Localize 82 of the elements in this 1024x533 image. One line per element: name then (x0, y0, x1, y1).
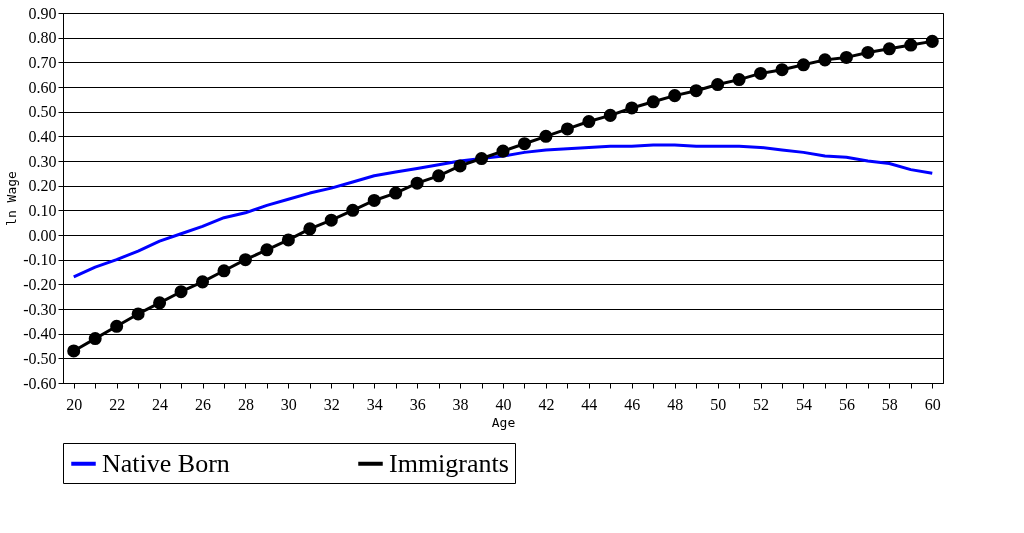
x-tick-label: 60 (924, 395, 941, 413)
point (754, 66, 768, 80)
x-tick-label: 24 (152, 395, 169, 413)
y-tick-label: -0.20 (23, 275, 57, 293)
point (238, 253, 252, 267)
point (153, 296, 167, 310)
point (925, 34, 939, 48)
point (539, 129, 553, 143)
x-tick-label: 32 (323, 395, 340, 413)
y-tick-label: 0.40 (28, 127, 57, 145)
point (904, 38, 918, 52)
y-tick-label: 0.10 (28, 201, 57, 219)
point (195, 275, 210, 289)
point (646, 95, 660, 109)
point (625, 101, 639, 115)
y-tick-label: 0.80 (28, 29, 57, 47)
x-tick-label: 54 (795, 395, 812, 413)
y-tick-label: -0.50 (23, 349, 57, 367)
x-tick-label: 34 (366, 395, 383, 413)
point (67, 344, 81, 358)
point (711, 78, 725, 92)
point (732, 73, 746, 87)
x-tick-label: 48 (667, 395, 684, 413)
legend-label: Immigrants (389, 448, 509, 478)
x-tick-label: 44 (581, 395, 598, 413)
x-tick-label: 50 (710, 395, 727, 413)
point (303, 222, 317, 236)
y-tick-label: 0.00 (28, 226, 57, 244)
x-tick-label: 36 (409, 395, 426, 413)
x-tick-label: 38 (452, 395, 469, 413)
point (260, 243, 274, 257)
y-tick-label: 0.20 (28, 177, 57, 195)
y-tick-label: -0.30 (23, 300, 57, 318)
legend-label: Native Born (102, 448, 230, 478)
point (432, 169, 446, 183)
point (324, 213, 338, 227)
point (689, 84, 703, 98)
y-tick-label: 0.30 (28, 152, 57, 170)
point (453, 159, 467, 173)
point (839, 50, 853, 64)
x-axis-title: Age (491, 414, 516, 430)
point (603, 108, 617, 122)
x-tick-label: 46 (624, 395, 641, 413)
point (861, 45, 875, 59)
y-tick-label: 0.60 (28, 78, 57, 96)
x-tick-label: 26 (195, 395, 212, 413)
point (496, 144, 510, 158)
x-tick-label: 20 (66, 395, 83, 413)
x-tick-label: 58 (881, 395, 898, 413)
x-tick-label: 28 (237, 395, 254, 413)
y-tick-label: 0.90 (28, 4, 57, 22)
y-tick-label: -0.60 (23, 374, 57, 392)
point (281, 233, 295, 247)
x-tick-label: 52 (753, 395, 770, 413)
y-tick-label: 0.50 (28, 103, 57, 121)
point (882, 42, 896, 56)
point (367, 193, 381, 207)
point (346, 203, 360, 217)
point (818, 53, 832, 67)
point (775, 63, 789, 77)
x-tick-label: 40 (495, 395, 512, 413)
point (110, 319, 124, 333)
x-tick-label: 42 (538, 395, 555, 413)
point (410, 176, 424, 190)
point (131, 307, 145, 321)
point (88, 332, 102, 346)
y-tick-label: 0.70 (28, 53, 57, 71)
x-tick-label: 56 (838, 395, 855, 413)
point (217, 264, 231, 278)
x-tick-label: 30 (280, 395, 297, 413)
point (796, 58, 811, 72)
point (475, 152, 489, 166)
point (668, 89, 682, 103)
y-tick-label: -0.40 (23, 325, 57, 343)
point (517, 137, 531, 151)
x-tick-label: 22 (109, 395, 126, 413)
point (389, 186, 403, 200)
point (174, 285, 188, 299)
point (582, 115, 596, 129)
y-axis-title: ln Wage (4, 170, 20, 226)
y-tick-label: -0.10 (23, 251, 57, 269)
point (560, 122, 574, 136)
